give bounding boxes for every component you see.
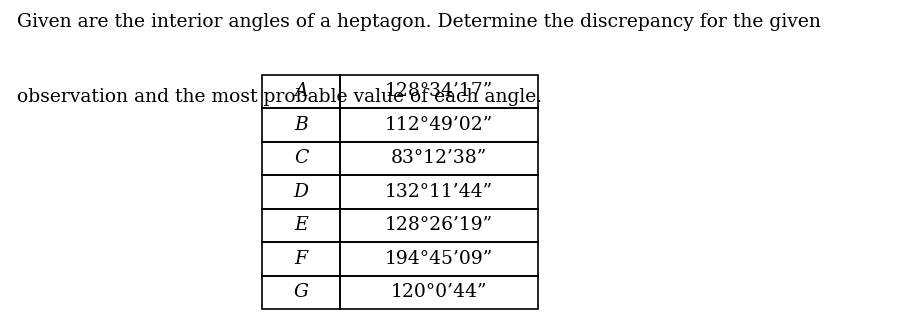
Text: E: E (294, 216, 308, 234)
Text: 120°0’44”: 120°0’44” (391, 283, 487, 301)
Text: F: F (294, 250, 308, 268)
Text: 112°49’02”: 112°49’02” (385, 116, 493, 134)
Text: 128°26’19”: 128°26’19” (385, 216, 493, 234)
Text: B: B (294, 116, 308, 134)
Text: A: A (294, 83, 308, 100)
Text: 83°12’38”: 83°12’38” (391, 150, 487, 167)
Text: G: G (293, 283, 309, 301)
Text: 132°11’44”: 132°11’44” (385, 183, 493, 201)
Text: 128°34’17”: 128°34’17” (385, 83, 493, 100)
Text: C: C (294, 150, 308, 167)
Text: Given are the interior angles of a heptagon. Determine the discrepancy for the g: Given are the interior angles of a hepta… (17, 13, 821, 31)
Text: D: D (293, 183, 309, 201)
Text: 194°45’09”: 194°45’09” (385, 250, 493, 268)
Text: observation and the most probable value of each angle.: observation and the most probable value … (17, 88, 541, 106)
